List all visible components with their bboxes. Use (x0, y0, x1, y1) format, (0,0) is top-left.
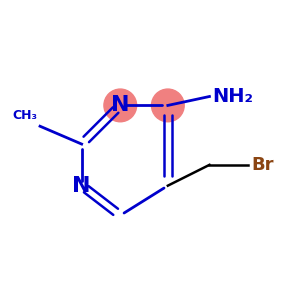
Text: N: N (72, 176, 91, 196)
Circle shape (104, 89, 136, 122)
Circle shape (152, 89, 184, 122)
Text: Br: Br (251, 156, 274, 174)
Text: CH₃: CH₃ (12, 109, 37, 122)
Text: N: N (111, 95, 130, 116)
Text: NH₂: NH₂ (212, 87, 253, 106)
